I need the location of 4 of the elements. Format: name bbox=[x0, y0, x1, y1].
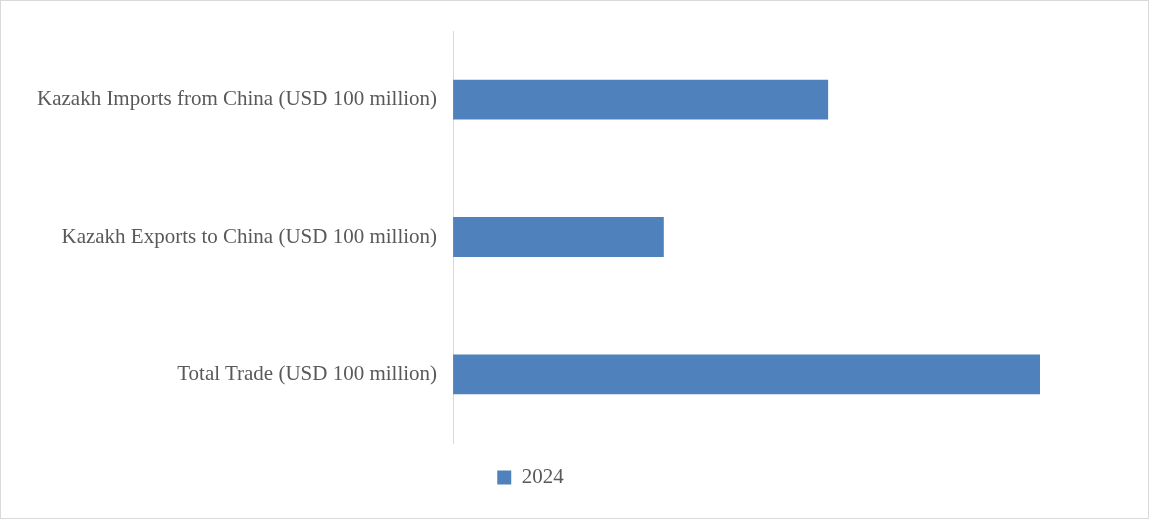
legend-label: 2024 bbox=[521, 464, 565, 489]
y-tick-label: Kazakh Exports to China (USD 100 million) bbox=[61, 223, 438, 248]
y-tick-label: Total Trade (USD 100 million) bbox=[177, 360, 438, 385]
y-tick-label: Kazakh Imports from China (USD 100 million) bbox=[37, 86, 438, 111]
